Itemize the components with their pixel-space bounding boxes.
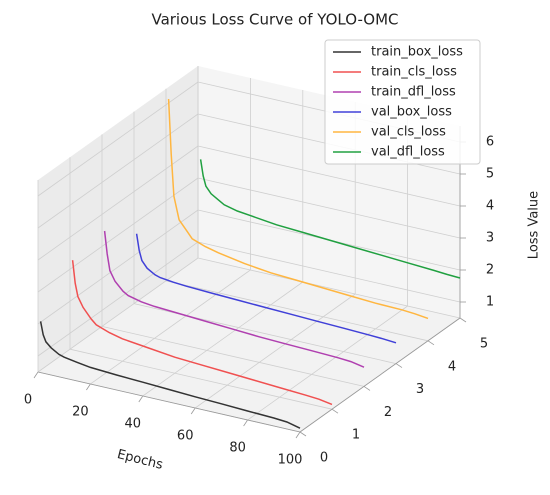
y-tick-label: 4 [448, 359, 456, 374]
y-tick [427, 340, 435, 346]
z-tick-label: 2 [486, 263, 494, 278]
grid-line [142, 281, 304, 397]
legend-label: val_dfl_loss [371, 145, 445, 160]
legend-label: train_dfl_loss [371, 85, 456, 100]
x-tick [86, 383, 91, 391]
y-tick [299, 431, 307, 437]
z-tick-label: 1 [486, 295, 494, 310]
series-line [103, 230, 365, 368]
x-tick-label: 0 [24, 393, 32, 408]
z-tick-label: 6 [486, 135, 494, 150]
grid-line [69, 348, 333, 410]
series-line [71, 260, 333, 406]
grid-line [37, 241, 199, 357]
grid-line [37, 209, 199, 325]
y-tick [459, 317, 467, 323]
legend-label: train_box_loss [371, 45, 463, 60]
grid-line [37, 113, 199, 229]
x-tick [190, 407, 196, 415]
grid-line [37, 257, 199, 373]
x-tick [33, 371, 39, 379]
y-axis [299, 317, 461, 433]
z-tick-label: 5 [486, 167, 494, 182]
y-tick-label: 1 [352, 428, 360, 443]
y-tick [363, 386, 371, 391]
grid-line [37, 81, 199, 197]
y-tick-label: 3 [416, 382, 424, 397]
grid-line [37, 177, 199, 293]
x-tick [138, 395, 144, 403]
z-tick-label: 4 [486, 199, 494, 214]
x-tick-label: 60 [177, 429, 194, 444]
series-line [167, 98, 429, 320]
plot [39, 98, 461, 429]
legend-label: val_cls_loss [371, 125, 446, 140]
x-axis-label: Epochs [116, 447, 165, 473]
grid-line [197, 145, 461, 207]
z-axis-label: Loss Value [527, 191, 542, 259]
x-tick-label: 20 [72, 405, 89, 420]
floor-pane [38, 258, 460, 432]
grid-line [101, 326, 365, 387]
y-tick [395, 363, 403, 368]
grid-line [165, 280, 429, 342]
grid-line [197, 177, 461, 239]
grid-line [197, 241, 461, 303]
x-tick-label: 100 [278, 453, 303, 468]
x-tick [243, 419, 248, 427]
series-line [39, 321, 301, 429]
z-tick-label: 3 [486, 231, 494, 246]
x-tick-label: 80 [229, 441, 246, 456]
chart-title: Various Loss Curve of YOLO-OMC [151, 11, 398, 29]
x-tick-label: 40 [125, 417, 142, 432]
series-line [135, 233, 397, 344]
y-tick [331, 408, 339, 414]
grid-line [90, 269, 251, 385]
legend-box [324, 39, 481, 165]
y-tick-label: 0 [320, 451, 328, 466]
grid-line [194, 293, 356, 409]
series-line [199, 159, 461, 279]
grid-line [247, 305, 408, 421]
legend: train_box_loss train_cls_loss train_dfl_lo… [324, 39, 481, 165]
x-axis [37, 371, 301, 433]
legend-label: train_cls_loss [371, 65, 457, 80]
y-tick-label: 5 [480, 337, 488, 352]
grid-line [197, 257, 461, 319]
y-tick-label: 2 [384, 405, 392, 420]
legend-label: val_box_loss [371, 105, 452, 120]
x-tick [295, 431, 301, 439]
